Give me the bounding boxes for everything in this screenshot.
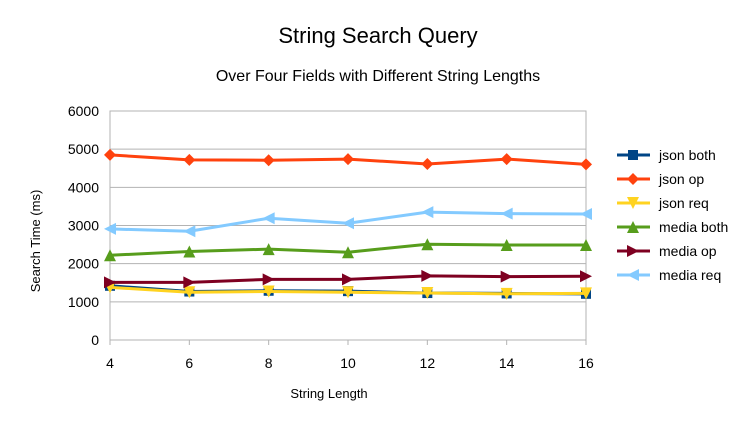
legend-entry: json req [617,195,709,211]
x-tick-label: 14 [499,355,515,371]
data-point [580,270,592,283]
data-point [421,206,434,219]
legend-entry: media op [617,243,717,259]
series-media-both [104,238,592,262]
legend-marker-icon [627,269,639,281]
data-point [262,212,275,225]
data-point [342,153,354,166]
data-point [342,246,354,259]
x-axis-label: String Length [290,386,367,401]
series-json-op [104,148,592,171]
data-point [183,153,196,166]
data-point [500,270,513,283]
legend-label: media op [659,243,717,259]
data-point [421,158,434,171]
chart-title: String Search Query [278,23,477,48]
data-point [342,217,354,230]
data-point [262,154,275,167]
data-point [580,238,592,251]
data-point [104,276,116,289]
y-tick-label: 1000 [68,294,99,310]
x-tick-label: 6 [185,355,193,371]
legend-marker-icon [627,221,639,233]
data-point [421,238,434,251]
y-tick-label: 4000 [68,179,99,195]
data-point [500,153,513,166]
series-group [104,148,592,300]
series-media-req [104,206,592,238]
data-point [104,222,116,235]
data-point [262,285,275,298]
chart-subtitle: Over Four Fields with Different String L… [216,68,540,85]
legend-label: media both [659,219,728,235]
data-point [262,243,275,256]
x-tick-label: 12 [420,355,436,371]
grid [109,110,587,341]
data-point [262,273,275,286]
axes: 0 1000 2000 3000 4000 5000 6000 4 6 8 10 12 14 16 [68,103,594,371]
data-point [183,245,196,258]
x-tick-label: 10 [340,355,356,371]
data-point [500,238,513,251]
data-point [183,225,196,238]
data-point [421,269,434,282]
data-point [500,207,513,220]
data-point [342,286,354,299]
legend-marker-icon [627,197,639,209]
series-json-req [104,281,592,300]
y-tick-label: 0 [91,332,99,348]
legend-marker-icon [627,245,639,257]
data-point [421,287,434,300]
data-point [342,273,354,286]
legend: json both json op json req media both media … [617,147,728,283]
y-tick-label: 2000 [68,256,99,272]
data-point [104,249,116,262]
data-point [580,158,592,171]
legend-label: json op [658,171,704,187]
data-point [500,287,513,300]
x-tick-label: 8 [265,355,273,371]
legend-marker-icon [628,150,638,160]
data-point [183,276,196,289]
legend-entry: json both [617,147,716,163]
y-tick-label: 5000 [68,141,99,157]
legend-entry: media both [617,219,728,235]
legend-entry: json op [617,171,704,187]
data-point [580,208,592,221]
x-tick-label: 4 [106,355,114,371]
legend-entry: media req [617,267,721,283]
y-tick-label: 6000 [68,103,99,119]
data-point [580,287,592,300]
legend-label: json req [658,195,709,211]
legend-marker-icon [627,173,639,185]
data-point [104,148,116,161]
series-media-op [104,269,592,289]
legend-label: media req [659,267,721,283]
legend-label: json both [658,147,716,163]
y-axis-label: Search Time (ms) [28,190,43,293]
data-point [183,286,196,299]
y-tick-label: 3000 [68,218,99,234]
x-tick-label: 16 [578,355,594,371]
